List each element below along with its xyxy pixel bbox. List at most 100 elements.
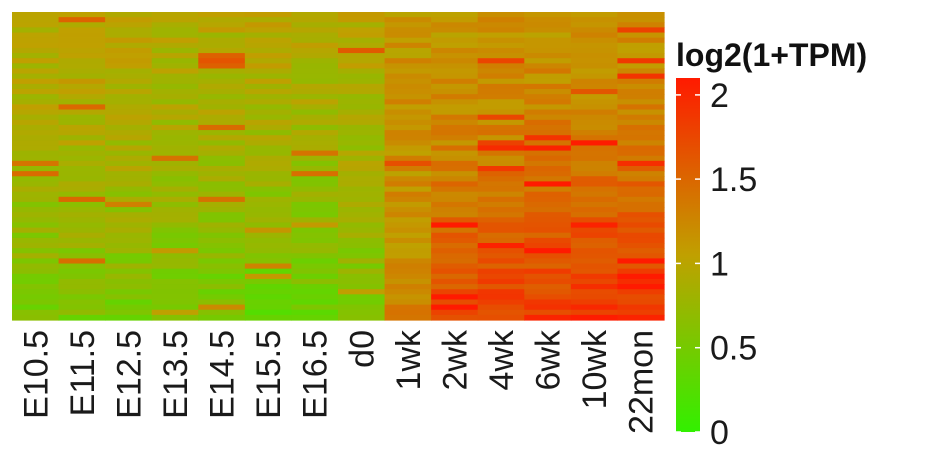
heatmap-cell xyxy=(58,207,106,213)
heatmap-cell xyxy=(291,124,339,131)
heatmap-cell xyxy=(105,284,153,290)
heatmap-cell xyxy=(58,155,106,162)
heatmap-cell xyxy=(58,109,106,116)
heatmap-cell xyxy=(570,258,619,265)
heatmap-cell xyxy=(244,278,293,285)
heatmap-cell xyxy=(151,27,199,34)
heatmap-cell xyxy=(524,181,572,188)
heatmap-cell xyxy=(58,222,106,229)
heatmap-cell xyxy=(12,89,60,95)
heatmap-cell xyxy=(198,73,246,80)
heatmap-cell xyxy=(338,145,386,152)
heatmap-cell xyxy=(105,89,153,95)
legend-tick-label: 0 xyxy=(710,414,729,452)
heatmap-cell xyxy=(291,47,339,54)
heatmap-cell xyxy=(431,304,479,311)
heatmap-cell xyxy=(105,135,153,141)
heatmap-cell xyxy=(524,299,572,306)
heatmap-cell xyxy=(291,32,339,39)
heatmap-cell xyxy=(477,186,525,193)
heatmap-cell xyxy=(617,109,665,116)
heatmap-cell xyxy=(291,212,339,218)
heatmap-cell xyxy=(291,258,339,265)
heatmap-cell xyxy=(12,232,60,239)
heatmap-cell xyxy=(244,237,293,244)
heatmap-cell xyxy=(291,140,339,147)
heatmap-cell xyxy=(12,42,60,49)
heatmap-cell xyxy=(477,217,525,224)
heatmap-cell xyxy=(617,124,665,131)
heatmap-cell xyxy=(291,135,339,141)
heatmap-cell xyxy=(338,294,386,301)
heatmap-cell xyxy=(570,171,619,177)
heatmap-cell xyxy=(431,27,479,34)
heatmap-cell xyxy=(291,150,339,157)
heatmap-cell xyxy=(338,284,386,290)
heatmap-cell xyxy=(105,160,153,167)
heatmap-cell xyxy=(12,294,60,301)
heatmap-cell xyxy=(617,258,665,265)
heatmap-cell xyxy=(570,263,619,270)
heatmap-cell xyxy=(338,155,386,162)
heatmap-cell xyxy=(431,191,479,198)
heatmap-cell xyxy=(244,83,293,90)
heatmap-cell xyxy=(477,17,525,23)
heatmap-cell xyxy=(384,47,432,54)
column-label: 6wk xyxy=(530,329,568,390)
heatmap-cell xyxy=(58,237,106,244)
heatmap-cell xyxy=(58,63,106,70)
heatmap-cell xyxy=(105,37,153,44)
heatmap-cell xyxy=(431,222,479,229)
heatmap-cell xyxy=(524,89,572,95)
heatmap-cell xyxy=(58,278,106,285)
heatmap-cell xyxy=(291,171,339,177)
heatmap-cell xyxy=(338,63,386,70)
heatmap-cell xyxy=(244,284,293,290)
heatmap-cell xyxy=(198,37,246,44)
heatmap-cell xyxy=(570,278,619,285)
heatmap-cell xyxy=(198,53,246,59)
heatmap-cell xyxy=(291,114,339,121)
heatmap-cell xyxy=(105,68,153,75)
heatmap-cell xyxy=(244,63,293,70)
heatmap-cell xyxy=(338,181,386,188)
heatmap-cell xyxy=(198,278,246,285)
heatmap-cell xyxy=(524,83,572,90)
heatmap-cell xyxy=(524,130,572,136)
heatmap-cell xyxy=(384,227,432,234)
heatmap-cell xyxy=(570,150,619,157)
heatmap-cell xyxy=(338,314,386,321)
heatmap-cell xyxy=(384,309,432,316)
heatmap-cell xyxy=(477,99,525,105)
heatmap-cell xyxy=(338,171,386,177)
heatmap-cell xyxy=(338,130,386,136)
heatmap-cell xyxy=(570,248,619,254)
heatmap-cell xyxy=(151,278,199,285)
heatmap-cell xyxy=(570,207,619,213)
heatmap-cell xyxy=(12,212,60,218)
heatmap-cell xyxy=(151,124,199,131)
heatmap-cell xyxy=(244,68,293,75)
heatmap-cell xyxy=(151,58,199,64)
heatmap-cell xyxy=(617,37,665,44)
heatmap-cell xyxy=(58,273,106,280)
heatmap-cell xyxy=(244,314,293,321)
heatmap-cell xyxy=(524,22,572,28)
heatmap-cell xyxy=(151,160,199,167)
heatmap-cell xyxy=(12,176,60,182)
heatmap-cell xyxy=(291,263,339,270)
heatmap-cell xyxy=(105,299,153,306)
heatmap-cell xyxy=(105,289,153,295)
heatmap-cell xyxy=(58,289,106,295)
heatmap-cell xyxy=(570,27,619,34)
heatmap-cell xyxy=(338,135,386,141)
heatmap-cell xyxy=(105,22,153,28)
heatmap-cell xyxy=(384,284,432,290)
heatmap-cell xyxy=(431,17,479,23)
heatmap-cell xyxy=(244,227,293,234)
heatmap-cell xyxy=(570,176,619,182)
heatmap-cell xyxy=(431,109,479,116)
heatmap-cell xyxy=(617,227,665,234)
heatmap-cell xyxy=(105,150,153,157)
heatmap-cell xyxy=(58,32,106,39)
